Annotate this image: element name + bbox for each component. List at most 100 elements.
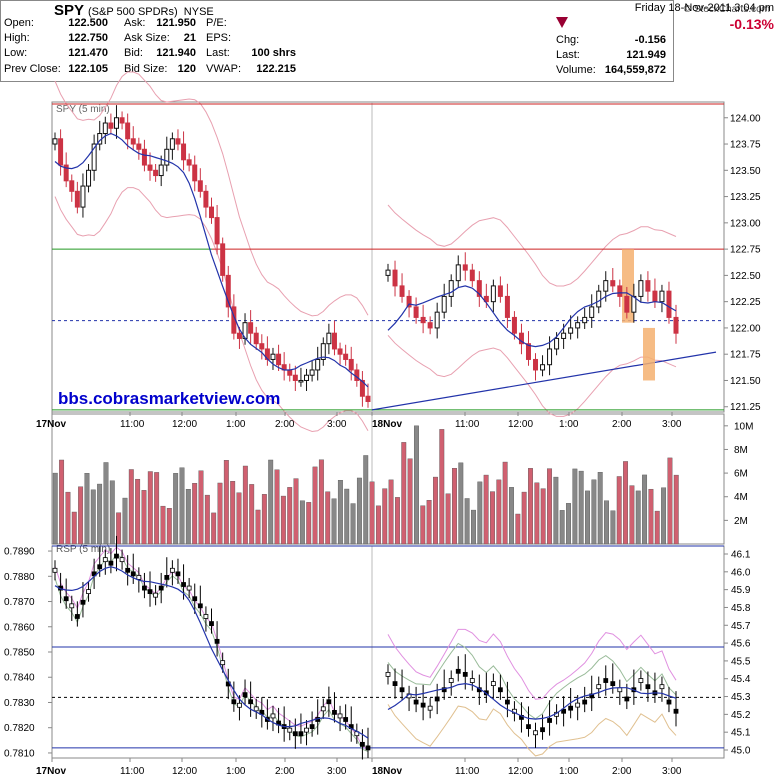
candle-body	[582, 316, 588, 324]
volume-ytick-label: 8M	[734, 445, 748, 456]
volume-bar	[280, 495, 286, 545]
rsp-panel-frame	[51, 545, 725, 759]
brand-credit[interactable]: © StockCharts.com	[683, 4, 770, 15]
rsp-bar-body	[287, 727, 293, 733]
candle-body	[136, 143, 142, 150]
volume-bar	[356, 477, 362, 545]
candle-body	[253, 332, 259, 345]
candle-body	[476, 280, 482, 297]
rsp-panel-title: RSP (5 min)	[56, 544, 110, 555]
candle-body	[490, 285, 496, 303]
candle-body	[596, 290, 602, 308]
rsp-bar-body	[568, 705, 574, 711]
price-ytick-label: 123.25	[730, 192, 761, 203]
candle-body	[270, 353, 276, 360]
company-name: (S&P 500 SPDRs)	[88, 6, 178, 18]
last-price-label: Last:	[556, 49, 580, 61]
rsp-bar-body	[540, 727, 545, 733]
volume-bar	[173, 473, 179, 545]
candle-body	[298, 379, 304, 383]
rsp-bar-body	[462, 671, 468, 677]
price-ytick-label: 123.75	[730, 140, 761, 151]
price-xtick-label: 11:00	[120, 419, 145, 430]
volume-bar	[591, 479, 597, 545]
rsp-bar-body	[610, 681, 616, 687]
exchange: NYSE	[183, 6, 214, 18]
change-percent: -0.13%	[729, 16, 774, 32]
volume-bar	[661, 487, 667, 545]
rsp-xtick-label: 12:00	[172, 766, 197, 777]
candle-body	[392, 269, 398, 287]
rsp-bar-body	[197, 603, 203, 609]
volume-bar	[604, 500, 609, 545]
volume-bar	[318, 459, 324, 545]
candle-body	[63, 164, 69, 182]
candle-body	[214, 217, 220, 245]
volume-bar	[413, 425, 419, 545]
ask-size-label: Ask Size:	[124, 32, 170, 44]
rsp-bar-body	[673, 708, 679, 714]
rsp-bar-body	[125, 567, 131, 573]
volume-bar	[616, 476, 622, 545]
rsp-bar-body	[231, 699, 237, 705]
candle-body	[561, 332, 567, 339]
rsp-bar-body	[158, 585, 164, 591]
volume-ytick-label: 6M	[734, 469, 748, 480]
rsp-bar-body	[80, 599, 86, 605]
candle-body	[69, 180, 75, 192]
volume-bar	[464, 498, 470, 545]
pe-label: P/E:	[206, 17, 227, 29]
candle-body	[164, 148, 170, 166]
rsp-bar-body	[582, 699, 588, 705]
volume-bar	[255, 509, 261, 545]
rsp-bar-body	[413, 699, 419, 705]
rsp-bar-body	[337, 713, 343, 719]
volume-bar	[623, 461, 629, 545]
volume-bar	[369, 481, 375, 545]
candle-body	[589, 306, 595, 318]
volume-bar	[249, 484, 255, 545]
volume-bar	[407, 458, 413, 545]
volume-bar	[236, 492, 242, 545]
vwap-value: 122.215	[256, 63, 296, 75]
last-price-value: 121.949	[626, 49, 666, 61]
candle-body	[52, 138, 58, 145]
rsp-bar-body	[547, 718, 552, 723]
rsp-ytick-right-label: 45.3	[731, 692, 751, 703]
volume-bar	[375, 505, 381, 545]
volume-value: 164,559,872	[604, 64, 666, 76]
price-ytick-label: 121.25	[730, 402, 761, 413]
last-size-value: 100 shrs	[251, 47, 296, 59]
candle-body	[413, 306, 419, 318]
candle-body	[652, 290, 658, 303]
rsp-bar-body	[130, 571, 136, 577]
rsp-bar-body	[365, 745, 371, 751]
volume-bar	[217, 482, 223, 545]
volume-bar	[242, 465, 248, 545]
upper-band	[387, 204, 677, 287]
rsp-bar-body	[298, 731, 304, 737]
volume-ytick-label: 2M	[734, 516, 748, 527]
rsp-bar-body	[490, 681, 496, 687]
candle-body	[547, 348, 553, 366]
candle-body	[554, 337, 560, 350]
candle-body	[540, 364, 546, 371]
volume-bar	[509, 487, 514, 545]
volume-bar	[84, 473, 90, 545]
down-arrow-icon	[556, 17, 568, 28]
volume-bar	[540, 488, 546, 545]
rsp-bar-body	[214, 638, 220, 644]
candle-body	[331, 332, 337, 350]
volume-bar	[344, 488, 350, 545]
candle-body	[209, 206, 214, 219]
candle-body	[673, 316, 679, 334]
volume-bar	[521, 491, 527, 545]
price-ytick-label: 124.00	[730, 113, 761, 124]
price-xtick-label: 11:00	[455, 419, 480, 430]
candle-body	[525, 343, 531, 360]
symbol-name: (S&P 500 SPDRs) NYSE	[88, 6, 214, 18]
price-ytick-label: 122.75	[730, 245, 761, 256]
rsp-bar-body	[469, 678, 475, 683]
rsp-bar-body	[575, 702, 581, 708]
candle-body	[225, 274, 231, 308]
